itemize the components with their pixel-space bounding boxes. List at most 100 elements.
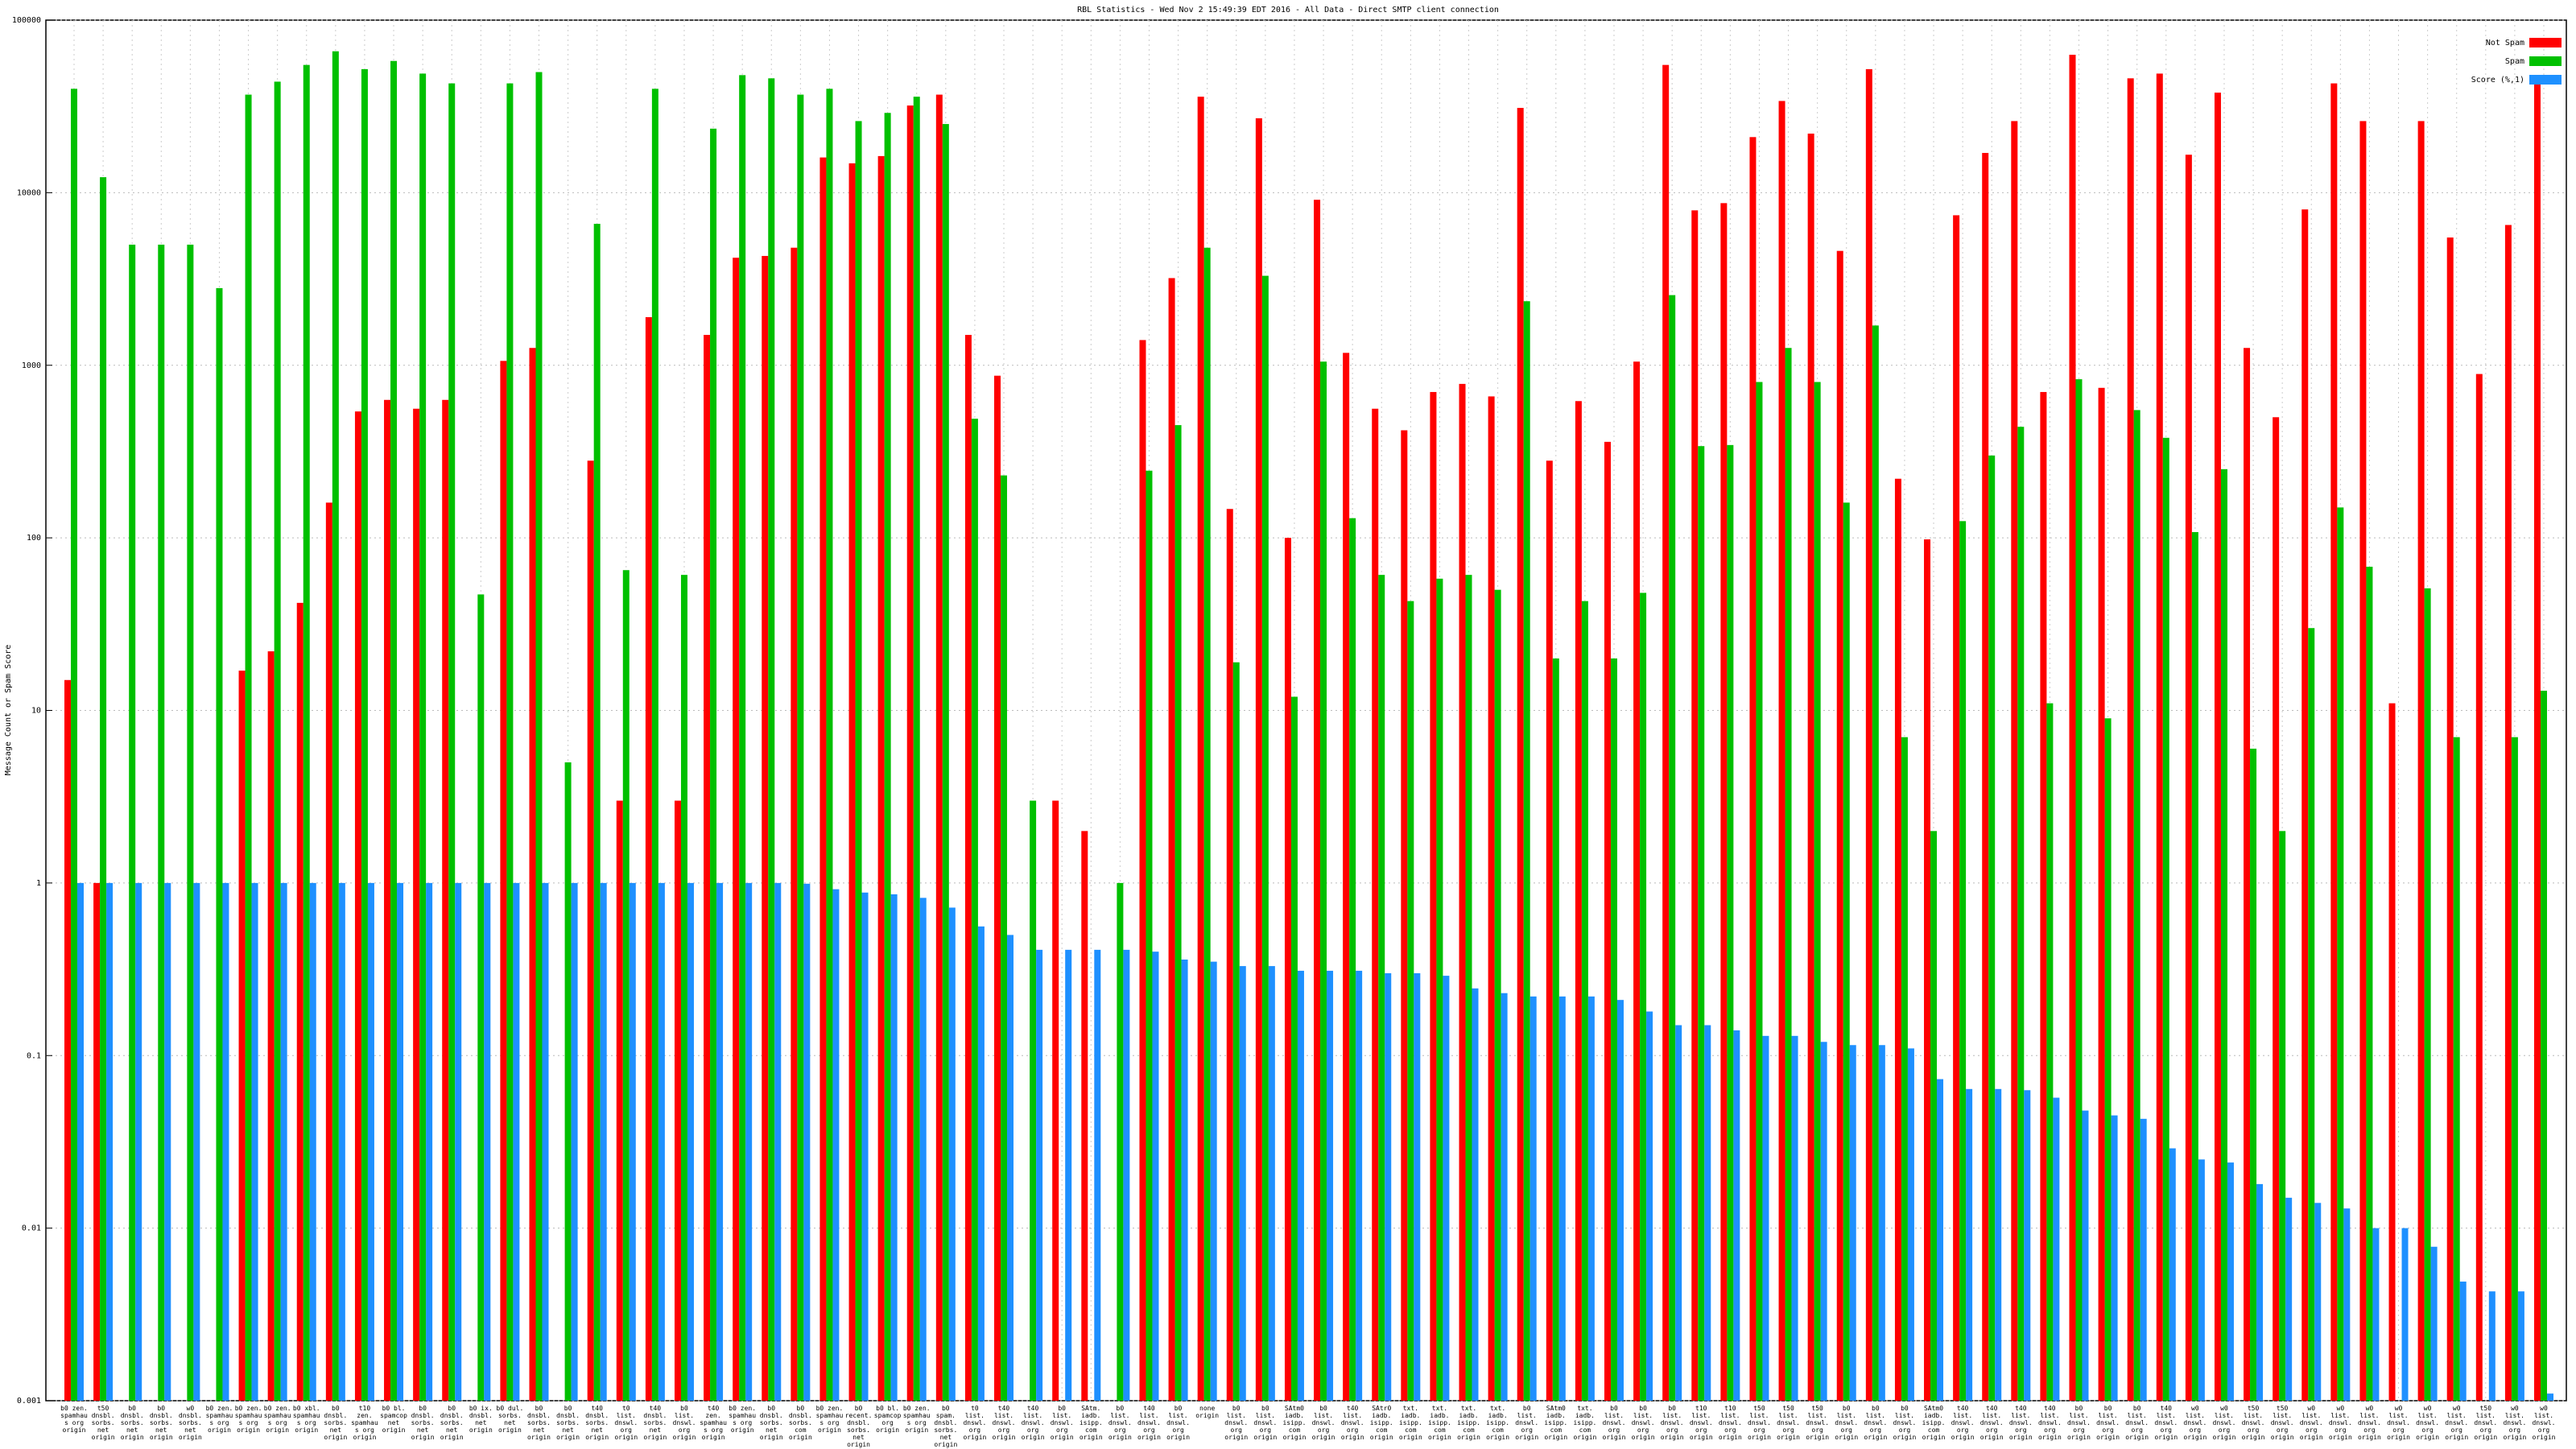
bar bbox=[1616, 1000, 1624, 1401]
bar bbox=[71, 89, 77, 1402]
bar bbox=[1320, 361, 1327, 1402]
bar bbox=[222, 882, 229, 1401]
bar bbox=[1546, 460, 1553, 1401]
bar bbox=[1587, 996, 1595, 1401]
bar bbox=[2285, 1197, 2293, 1401]
x-tick-label: t50 list. dnswl. org origin bbox=[1777, 1405, 1800, 1441]
x-tick-label: txt. iadb. isipp. com origin bbox=[1573, 1405, 1597, 1441]
bar bbox=[1443, 976, 1450, 1401]
x-tick-label: t0 list. dnswl. org origin bbox=[614, 1405, 638, 1441]
bar bbox=[994, 375, 1001, 1401]
bar bbox=[1640, 592, 1647, 1401]
x-tick-label: t40 list. dnswl. org origin bbox=[1979, 1405, 2004, 1441]
x-tick-label: b0 list. dnswl. org origin bbox=[672, 1405, 696, 1441]
y-tick-label: 100 bbox=[27, 534, 41, 543]
bar bbox=[1982, 152, 1989, 1401]
bar bbox=[267, 651, 275, 1401]
bar bbox=[964, 335, 972, 1401]
x-tick-label: b0 list. dnswl. org origin bbox=[1050, 1405, 1074, 1441]
bar bbox=[819, 157, 827, 1401]
bar bbox=[2069, 55, 2076, 1402]
bar bbox=[455, 882, 462, 1401]
bar bbox=[535, 72, 543, 1401]
bar bbox=[1030, 800, 1037, 1401]
bar bbox=[413, 408, 420, 1401]
bar bbox=[1762, 1035, 1769, 1401]
bar bbox=[1472, 988, 1479, 1401]
bar bbox=[1349, 518, 1356, 1401]
bar bbox=[2220, 469, 2227, 1401]
bar bbox=[1197, 97, 1204, 1401]
bar bbox=[1872, 325, 1879, 1401]
bar bbox=[629, 882, 636, 1401]
bar bbox=[1959, 521, 1967, 1402]
bar bbox=[2330, 83, 2338, 1402]
bar bbox=[651, 89, 658, 1402]
bar bbox=[2279, 831, 2286, 1401]
x-tick-label: b0 spam. dnsbl. sorbs. net origin bbox=[934, 1405, 958, 1448]
bar bbox=[1174, 425, 1182, 1402]
legend-swatch bbox=[2529, 75, 2562, 85]
bar bbox=[2053, 1097, 2060, 1401]
bar bbox=[1488, 396, 1495, 1401]
bar bbox=[338, 882, 345, 1401]
bar bbox=[158, 244, 165, 1401]
bar bbox=[1691, 210, 1699, 1402]
bar bbox=[739, 75, 746, 1402]
x-tick-label: b0 dnsbl. sorbs. net origin bbox=[759, 1405, 783, 1441]
chart-title: RBL Statistics - Wed Nov 2 15:49:39 EDT … bbox=[1077, 6, 1499, 14]
bar bbox=[710, 128, 717, 1401]
bar bbox=[64, 679, 71, 1401]
bar bbox=[397, 882, 404, 1401]
bar bbox=[832, 889, 840, 1401]
bar bbox=[2273, 417, 2280, 1401]
legend-label: Not Spam bbox=[2486, 39, 2524, 47]
x-tick-label: b0 list. dnswl. org origin bbox=[1224, 1405, 1249, 1441]
bar bbox=[1604, 441, 1611, 1401]
bar bbox=[1356, 970, 1363, 1401]
bar bbox=[1953, 215, 1960, 1401]
bar bbox=[1849, 1045, 1856, 1401]
bar bbox=[238, 671, 246, 1401]
bar bbox=[1698, 446, 1705, 1401]
x-tick-label: t40 zen. spamhaus org origin bbox=[700, 1405, 727, 1441]
bar bbox=[2133, 410, 2140, 1401]
x-tick-label: w0 list. dnswl. org origin bbox=[2212, 1405, 2236, 1441]
bar bbox=[600, 882, 607, 1401]
bar bbox=[1501, 993, 1508, 1401]
bar bbox=[93, 882, 101, 1401]
bar bbox=[1146, 470, 1153, 1401]
bar bbox=[1720, 203, 1728, 1401]
bar bbox=[2547, 1393, 2553, 1401]
bar bbox=[1327, 970, 1334, 1401]
x-tick-label: t50 list. dnswl. org origin bbox=[2474, 1405, 2498, 1441]
bar bbox=[1414, 972, 1421, 1401]
x-tick-label: b0 list. dnswl. org origin bbox=[2067, 1405, 2091, 1441]
legend-label: Score (%,1) bbox=[2471, 76, 2524, 85]
x-tick-label: w0 list. dnswl. org origin bbox=[2532, 1405, 2556, 1441]
y-tick-label: 0.01 bbox=[22, 1224, 41, 1233]
x-tick-label: b0 zen. spamhaus org origin bbox=[263, 1405, 291, 1434]
bar bbox=[1894, 478, 1901, 1401]
x-tick-label: b0 zen. spamhaus org origin bbox=[729, 1405, 757, 1434]
bar bbox=[2343, 1208, 2351, 1401]
bar bbox=[2111, 1115, 2118, 1401]
bar bbox=[826, 89, 833, 1402]
bar bbox=[2046, 703, 2054, 1401]
y-tick-label: 100000 bbox=[12, 16, 41, 25]
bar bbox=[2401, 1228, 2409, 1401]
bar bbox=[1459, 383, 1466, 1402]
bar bbox=[2104, 718, 2112, 1401]
legend-swatch bbox=[2529, 38, 2562, 47]
bar bbox=[419, 73, 427, 1402]
x-tick-label: t50 list. dnswl. org origin bbox=[1748, 1405, 1771, 1441]
bar bbox=[2337, 507, 2344, 1401]
bar bbox=[935, 94, 943, 1401]
x-tick-label: t10 list. dnswl. org origin bbox=[1718, 1405, 1742, 1441]
bar bbox=[1465, 575, 1472, 1401]
x-tick-label: SAtm. iadb. isipp. com origin bbox=[1079, 1405, 1103, 1441]
y-tick-label: 0.001 bbox=[17, 1397, 41, 1406]
x-tick-label: t40 list. dnswl. org origin bbox=[2154, 1405, 2178, 1441]
x-tick-label: b0 dul. sorbs. net origin bbox=[496, 1405, 524, 1434]
x-tick-label: b0 list. dnswl. org origin bbox=[2125, 1405, 2149, 1441]
